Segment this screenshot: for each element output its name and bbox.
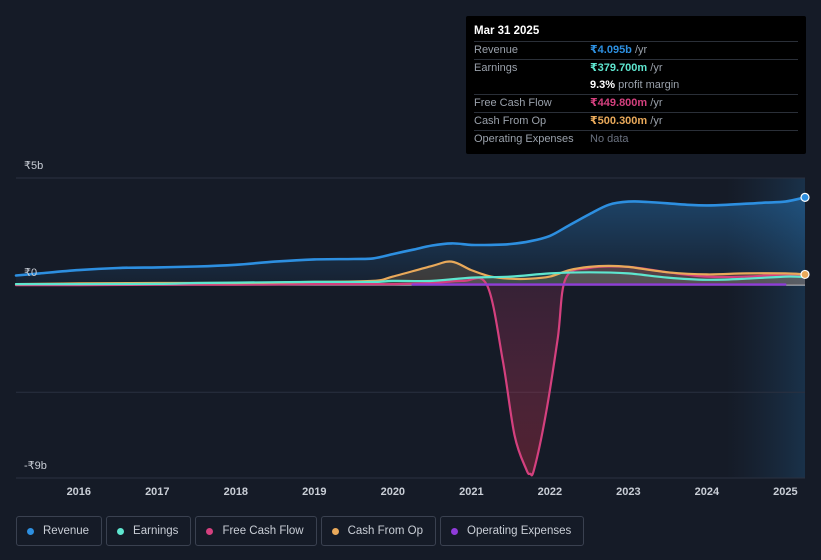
y-axis-label: ₹5b (24, 160, 43, 172)
free-cash-flow-line (14, 265, 807, 477)
tooltip-row-value: 9.3% profit margin (590, 77, 679, 94)
free-cash-flow-area (16, 266, 805, 476)
revenue-end-marker (800, 192, 810, 202)
legend-label: Free Cash Flow (222, 525, 304, 537)
legend-dot-icon (27, 527, 34, 535)
tooltip-row-value: ₹500.300m /yr (590, 113, 662, 130)
tooltip-row-label: Revenue (474, 44, 519, 56)
earnings-line (14, 271, 807, 286)
x-axis-label: 2018 (224, 486, 248, 498)
tooltip-value-unit: /yr (647, 115, 663, 127)
x-axis-label: 2022 (538, 486, 562, 498)
legend-dot-icon (331, 527, 339, 535)
tooltip-row-label: Free Cash Flow (474, 97, 552, 109)
tooltip-row: Free Cash Flow ₹449.800m /yr (474, 94, 798, 112)
y-axis-label: ₹0 (24, 267, 37, 279)
tooltip-row-label (474, 77, 590, 94)
tooltip-row-value: ₹4.095b /yr (590, 42, 647, 59)
tooltip-value-number: ₹449.800m (590, 97, 648, 109)
x-axis-label: 2017 (145, 486, 169, 498)
tooltip-row: 9.3% profit margin (474, 77, 798, 94)
tooltip-value-number: ₹4.095b (590, 44, 632, 56)
tooltip-value-number: No data (590, 133, 629, 145)
legend-label: Operating Expenses (467, 525, 572, 537)
tooltip-row-label: Cash From Op (474, 115, 547, 127)
tooltip-value-unit: /yr (647, 62, 663, 74)
tooltip-row-label: Operating Expenses (474, 133, 574, 145)
legend: Revenue Earnings Free Cash Flow Cash From O… (16, 516, 588, 546)
tooltip: Mar 31 2025 Revenue ₹4.095b /yr Earnings ₹3… (466, 16, 806, 154)
cash-from-op-end-marker (800, 269, 810, 280)
tooltip-row: Operating Expenses No data (474, 130, 798, 148)
x-axis-label: 2024 (695, 486, 720, 498)
legend-item-free-cash-flow[interactable]: Free Cash Flow (195, 516, 317, 546)
x-axis-label: 2019 (302, 486, 326, 498)
legend-label: Cash From Op (347, 525, 424, 537)
legend-item-operating-expenses[interactable]: Operating Expenses (440, 516, 585, 546)
legend-label: Earnings (133, 525, 179, 537)
tooltip-row-value: No data (590, 131, 629, 148)
tooltip-value-unit: profit margin (615, 79, 680, 91)
tooltip-value-number: ₹500.300m (590, 115, 648, 127)
legend-item-cash-from-op[interactable]: Cash From Op (320, 516, 437, 546)
tooltip-row: Earnings ₹379.700m /yr (474, 59, 798, 77)
x-axis-label: 2025 (773, 486, 797, 498)
earnings-area (16, 272, 805, 286)
x-axis-label: 2016 (67, 486, 91, 498)
legend-item-earnings[interactable]: Earnings (106, 516, 192, 546)
revenue-line (14, 196, 807, 277)
legend-item-revenue[interactable]: Revenue (16, 516, 103, 546)
tooltip-row-value: ₹379.700m /yr (590, 60, 662, 77)
tooltip-value-unit: /yr (631, 44, 648, 56)
legend-dot-icon (117, 527, 125, 535)
tooltip-value-number: ₹379.700m (590, 62, 648, 74)
tooltip-row-value: ₹449.800m /yr (590, 95, 662, 112)
tooltip-row: Revenue ₹4.095b /yr (474, 41, 798, 59)
revenue-area (16, 197, 805, 286)
x-axis-label: 2023 (616, 486, 640, 498)
tooltip-date: Mar 31 2025 (474, 25, 540, 37)
y-axis-label: -₹9b (24, 460, 47, 472)
tooltip-value-number: 9.3% (590, 79, 616, 91)
tooltip-value-unit: /yr (647, 97, 663, 109)
x-axis-label: 2020 (381, 486, 405, 498)
legend-label: Revenue (43, 525, 90, 537)
legend-dot-icon (206, 527, 214, 535)
legend-dot-icon (451, 527, 459, 535)
x-axis-label: 2021 (459, 486, 483, 498)
tooltip-row-label: Earnings (474, 62, 518, 74)
tooltip-row: Cash From Op ₹500.300m /yr (474, 112, 798, 130)
